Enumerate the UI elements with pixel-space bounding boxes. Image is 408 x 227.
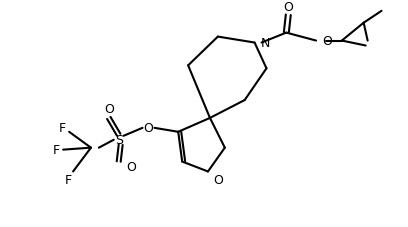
Text: F: F — [53, 143, 60, 156]
Text: O: O — [284, 1, 293, 14]
Text: O: O — [104, 103, 114, 116]
Text: F: F — [64, 173, 72, 186]
Text: F: F — [59, 122, 66, 135]
Text: O: O — [144, 122, 153, 135]
Text: S: S — [115, 134, 123, 147]
Text: N: N — [261, 37, 270, 50]
Text: O: O — [322, 35, 332, 48]
Text: O: O — [126, 160, 137, 173]
Text: O: O — [213, 173, 223, 186]
